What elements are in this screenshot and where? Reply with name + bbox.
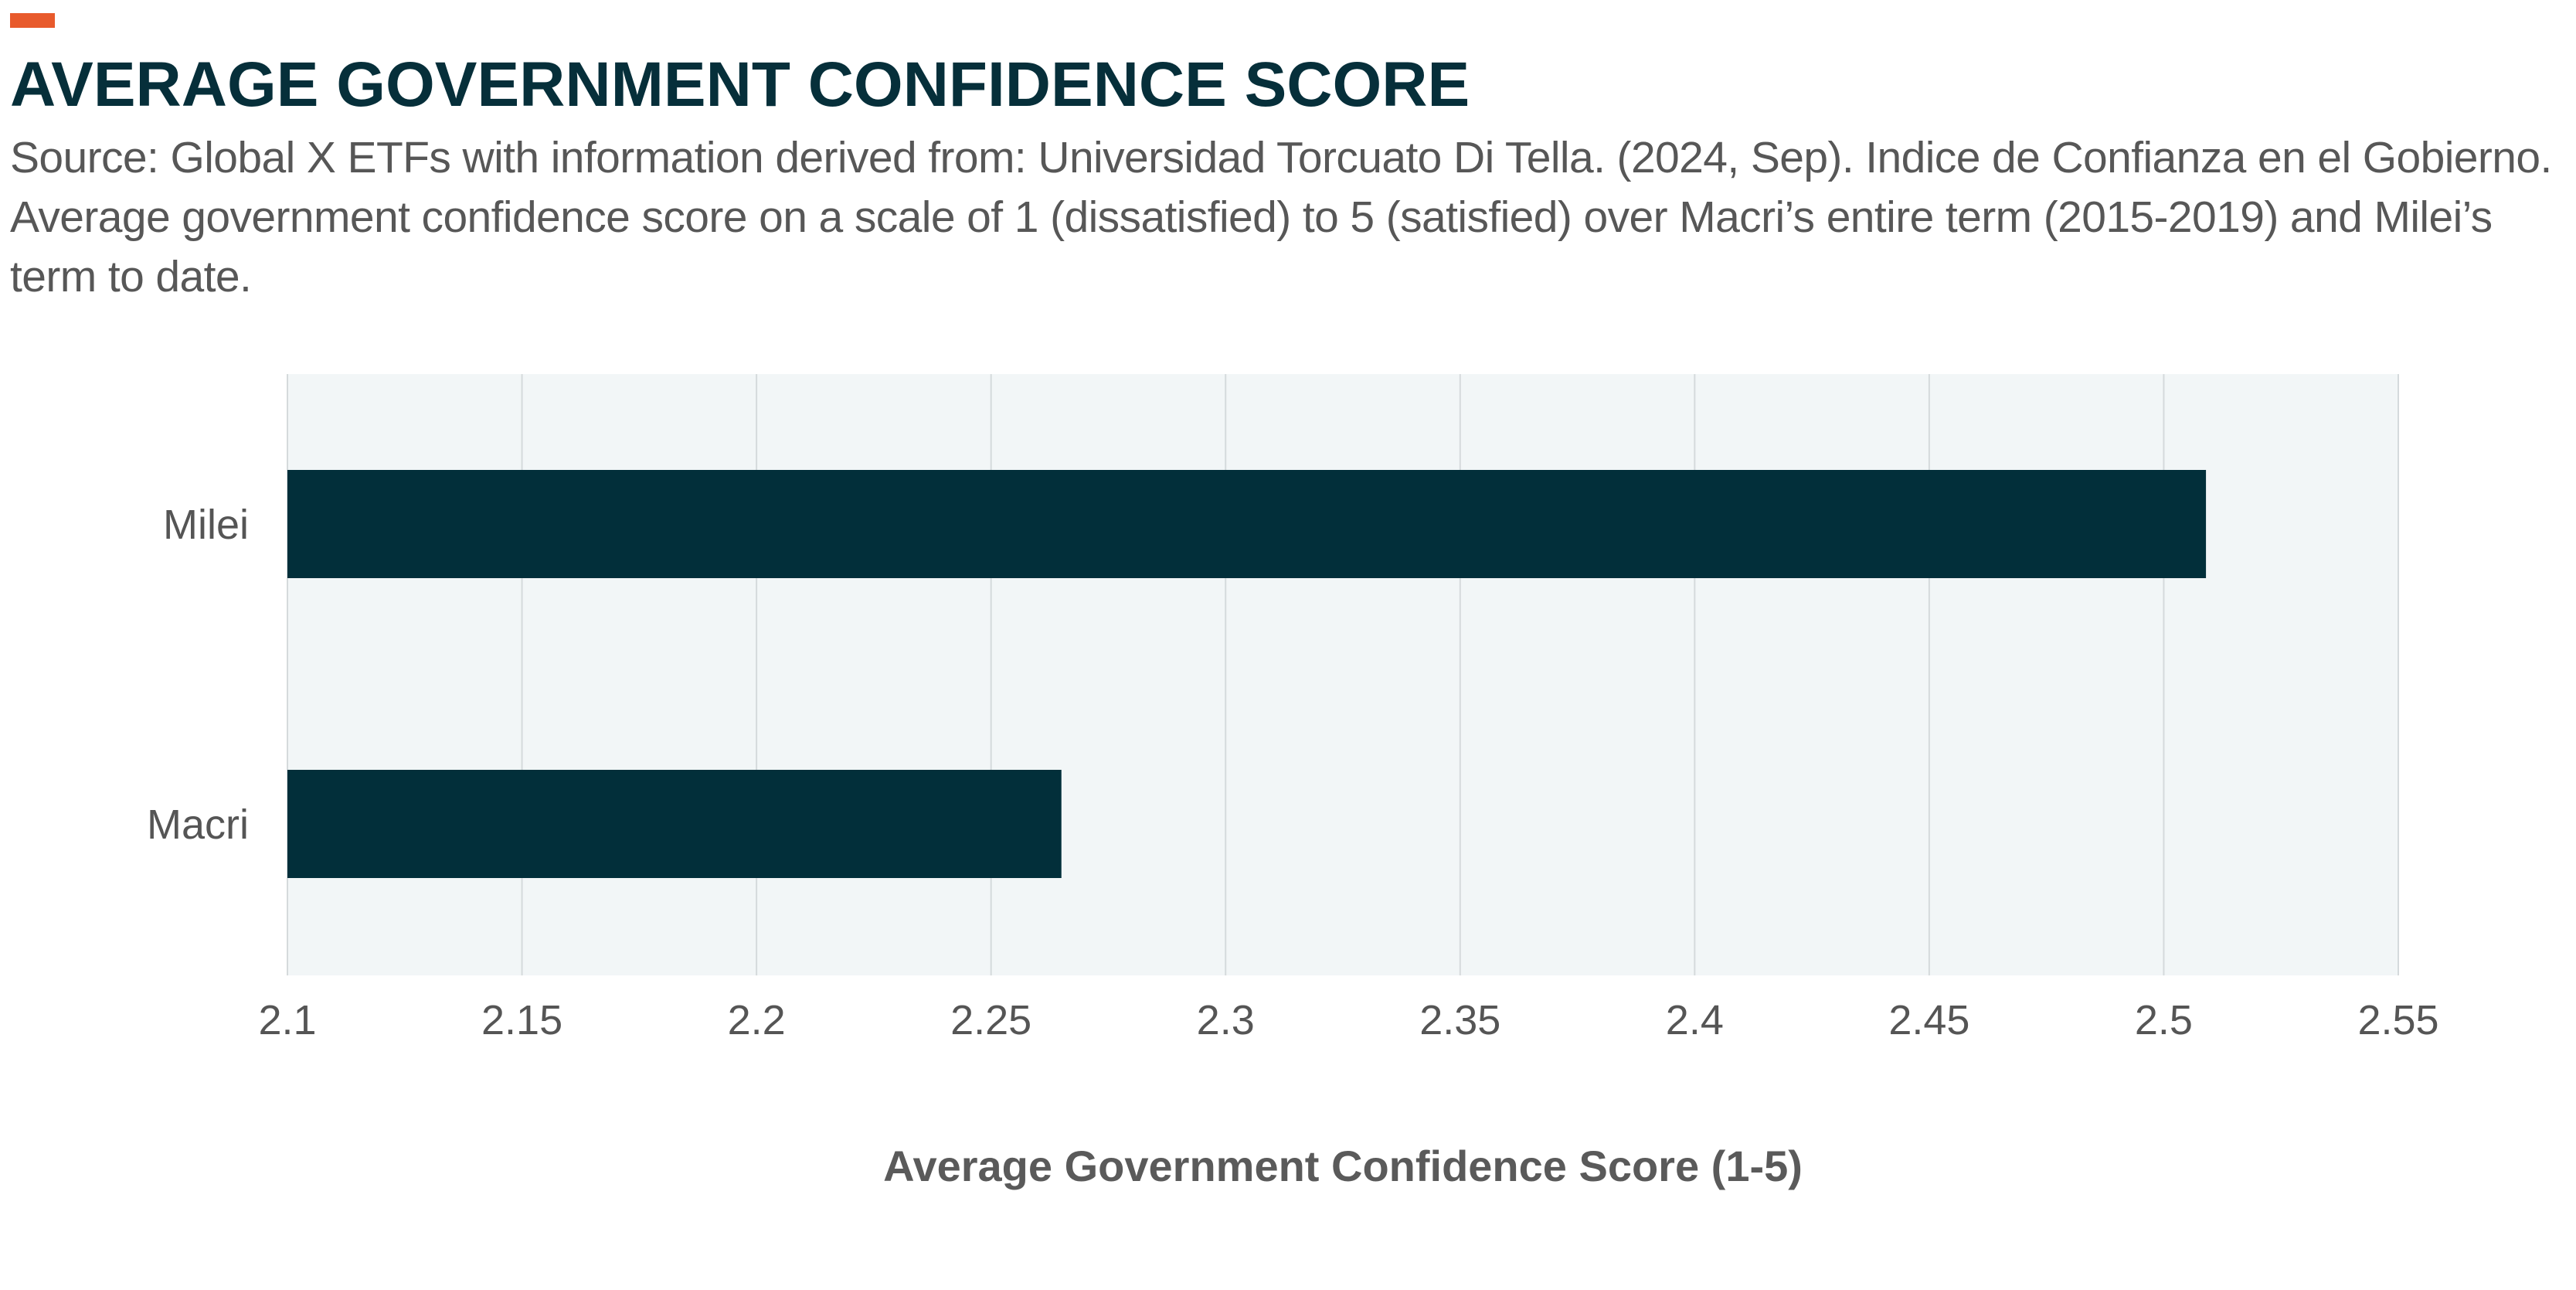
x-tick-label: 2.55 — [2357, 997, 2438, 1043]
category-label-milei: Milei — [163, 502, 249, 548]
x-tick-label: 2.4 — [1666, 997, 1724, 1043]
x-tick-label: 2.25 — [950, 997, 1031, 1043]
x-tick-label: 2.35 — [1419, 997, 1500, 1043]
x-tick-labels: 2.1 2.15 2.2 2.25 2.3 2.35 2.4 2.45 2.5 2.55 — [258, 997, 2438, 1043]
chart-title: AVERAGE GOVERNMENT CONFIDENCE SCORE — [10, 49, 1470, 120]
category-labels: Milei Macri — [147, 502, 249, 848]
bar-milei — [287, 470, 2207, 578]
plot-background — [287, 374, 2398, 975]
x-tick-label: 2.15 — [481, 997, 562, 1043]
category-label-macri: Macri — [147, 802, 249, 848]
accent-bar — [10, 13, 55, 28]
bars — [287, 470, 2207, 878]
x-axis-title: Average Government Confidence Score (1-5… — [883, 1142, 1803, 1190]
x-tick-label: 2.3 — [1197, 997, 1255, 1043]
bar-macri — [287, 770, 1062, 878]
x-tick-label: 2.1 — [258, 997, 316, 1043]
x-tick-label: 2.2 — [728, 997, 786, 1043]
chart-subtitle: Source: Global X ETFs with information d… — [10, 133, 2552, 301]
x-tick-label: 2.5 — [2135, 997, 2193, 1043]
x-tick-label: 2.45 — [1888, 997, 1969, 1043]
